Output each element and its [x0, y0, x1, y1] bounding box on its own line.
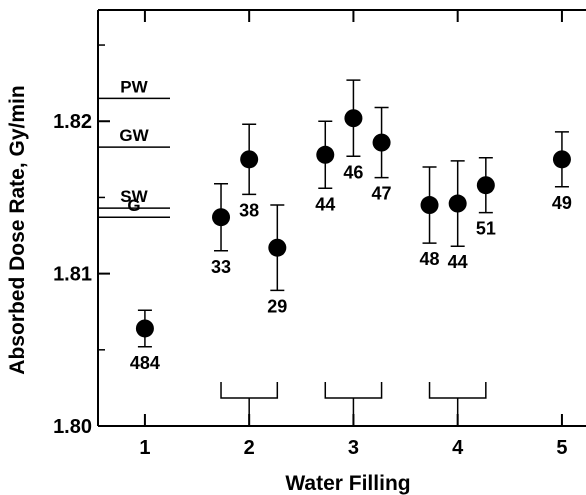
axis-ticks: 1 2 3 4 5 1.80 1.81 1.82: [53, 10, 567, 459]
point-label-2: 33: [211, 257, 231, 277]
reference-label-pw: PW: [120, 77, 148, 96]
reference-label-gw: GW: [119, 126, 149, 145]
data-point-3: [240, 150, 259, 169]
point-label-9: 44: [448, 252, 468, 272]
reference-label-g: G: [127, 196, 140, 215]
reference-label-sw: SW: [120, 187, 148, 206]
x-axis-title: Water Filling: [285, 472, 410, 495]
point-label-7: 47: [372, 184, 392, 204]
y-tick-label-1.80: 1.80: [53, 416, 92, 438]
data-point-5: [316, 145, 335, 164]
data-point-4: [268, 238, 287, 257]
data-points: [135, 109, 571, 338]
data-point-11: [552, 150, 571, 169]
data-point-7: [372, 133, 391, 152]
point-label-6: 46: [343, 162, 363, 182]
data-point-1: [135, 319, 154, 338]
data-point-6: [344, 109, 363, 128]
x-tick-label-2: 2: [244, 437, 255, 459]
y-axis-title: Absorbed Dose Rate, Gy/min: [6, 85, 29, 374]
point-label-5: 44: [315, 194, 335, 214]
x-tick-label-4: 4: [452, 437, 464, 459]
x-tick-label-5: 5: [556, 437, 567, 459]
group-bracket-1: [220, 382, 279, 426]
data-point-10: [476, 176, 495, 195]
point-label-8: 48: [420, 249, 440, 269]
point-label-3: 38: [239, 200, 259, 220]
x-tick-label-3: 3: [348, 437, 359, 459]
point-label-1: 484: [130, 353, 160, 373]
point-label-4: 29: [267, 296, 287, 316]
data-point-8: [420, 196, 439, 215]
group-brackets: [220, 382, 487, 426]
y-tick-label-1.81: 1.81: [53, 264, 92, 286]
point-labels: 484 33 38 29 44 46 47 48 44 51 49: [130, 162, 572, 372]
reference-lines: PW GW SWG: [98, 77, 170, 218]
plot-frame: [97, 9, 586, 427]
point-label-10: 51: [476, 219, 496, 239]
group-bracket-3: [428, 382, 487, 426]
point-label-11: 49: [552, 193, 572, 213]
data-point-2: [212, 208, 231, 227]
data-point-9: [448, 194, 467, 213]
y-tick-label-1.82: 1.82: [53, 111, 92, 133]
group-bracket-2: [324, 382, 383, 426]
x-tick-label-1: 1: [139, 437, 150, 459]
